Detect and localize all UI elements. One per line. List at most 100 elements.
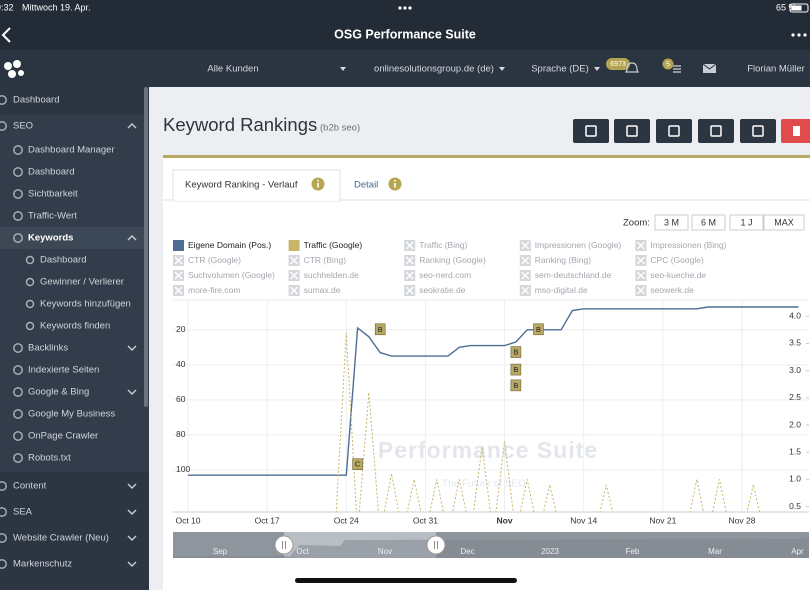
caret bbox=[594, 67, 600, 71]
legend-cross bbox=[290, 271, 299, 280]
legend-cross bbox=[521, 241, 530, 250]
legend-label[interactable]: Impressionen (Bing) bbox=[650, 240, 726, 250]
zoom-button-label[interactable]: 1 J bbox=[740, 217, 752, 227]
legend-label[interactable]: CTR (Bing) bbox=[304, 255, 347, 265]
battery-level bbox=[791, 5, 802, 11]
menu-item[interactable]: Gewinner / Verlierer bbox=[40, 277, 124, 288]
menu-item[interactable]: Keywords hinzufügen bbox=[40, 299, 131, 310]
project-select[interactable]: onlinesolutionsgroup.de (de) bbox=[374, 64, 494, 75]
menu-item[interactable]: Dashboard bbox=[28, 167, 74, 178]
logo bbox=[4, 60, 24, 78]
menu-item[interactable]: Dashboard Manager bbox=[28, 145, 115, 156]
legend-cross bbox=[636, 286, 645, 295]
user-menu[interactable]: Florian Müller bbox=[747, 64, 805, 75]
menu-item[interactable]: Dashboard bbox=[40, 255, 86, 266]
customer-select[interactable]: Alle Kunden bbox=[207, 64, 258, 75]
tasks-icon[interactable] bbox=[673, 65, 681, 73]
menu-item[interactable]: Robots.txt bbox=[28, 453, 71, 464]
legend-label[interactable]: Traffic (Google) bbox=[304, 240, 363, 250]
x-tick-label: Nov 28 bbox=[729, 515, 756, 525]
legend-label[interactable]: more-fire.com bbox=[188, 285, 240, 295]
toolbar-icon bbox=[710, 125, 722, 137]
bell-icon[interactable] bbox=[625, 62, 639, 73]
menu-icon bbox=[25, 299, 35, 309]
zoom-button-label[interactable]: 3 M bbox=[664, 217, 679, 227]
x-tick-label: Nov 21 bbox=[649, 515, 676, 525]
menu-item[interactable]: Dashboard bbox=[13, 95, 59, 106]
annotation-label: B bbox=[513, 348, 518, 357]
sidebar-menu: Dashboard SEO Dashboard Manager Dashboard Si… bbox=[0, 95, 144, 570]
legend-swatch[interactable] bbox=[173, 240, 184, 251]
menu-item[interactable]: Backlinks bbox=[28, 343, 68, 354]
back-button[interactable] bbox=[1, 27, 11, 43]
toolbar-button[interactable] bbox=[698, 119, 734, 143]
tab-label[interactable]: Keyword Ranking - Verlauf bbox=[185, 180, 298, 191]
zoom-button[interactable] bbox=[729, 214, 764, 231]
legend-label[interactable]: seo-nerd.com bbox=[419, 270, 471, 280]
toolbar-button[interactable] bbox=[614, 119, 650, 143]
menu-item[interactable]: Content bbox=[13, 481, 47, 492]
legend-cross bbox=[636, 256, 645, 265]
annotation-flag bbox=[533, 323, 544, 336]
legend-label[interactable]: seo-kueche.de bbox=[650, 270, 706, 280]
toolbar-icon bbox=[668, 125, 680, 137]
legend-label[interactable]: sumax.de bbox=[304, 285, 341, 295]
info-glyph bbox=[317, 179, 319, 182]
zoom-button[interactable] bbox=[763, 214, 805, 231]
legend-label[interactable]: seokratie.de bbox=[419, 285, 466, 295]
status-date: Mittwoch 19. Apr. bbox=[22, 2, 91, 12]
active-row bbox=[0, 227, 144, 249]
legend-label[interactable]: Ranking (Bing) bbox=[535, 255, 591, 265]
legend-label[interactable]: Eigene Domain (Pos.) bbox=[188, 240, 271, 250]
navigator-handle[interactable] bbox=[426, 535, 446, 555]
legend-label[interactable]: sem-deutschland.de bbox=[535, 270, 612, 280]
legend-cross bbox=[521, 286, 530, 295]
toolbar-button[interactable] bbox=[573, 119, 609, 143]
legend-cross bbox=[174, 271, 183, 280]
home-indicator bbox=[295, 578, 517, 583]
menu-item[interactable]: Google & Bing bbox=[28, 387, 89, 398]
expand-caret bbox=[127, 123, 137, 129]
legend-label[interactable]: Suchvolumen (Google) bbox=[188, 270, 275, 280]
navigator-label: Oct bbox=[296, 547, 309, 556]
zoom-button[interactable] bbox=[654, 214, 689, 231]
menu-item[interactable]: Sichtbarkeit bbox=[28, 189, 78, 200]
zoom-button-label[interactable]: 6 M bbox=[701, 217, 716, 227]
legend-label[interactable]: seowerk.de bbox=[650, 285, 694, 295]
legend-label[interactable]: mso-digital.de bbox=[535, 285, 588, 295]
menu-item[interactable]: SEA bbox=[13, 507, 33, 518]
sidebar-scrollbar bbox=[144, 87, 148, 407]
legend-label[interactable]: Impressionen (Google) bbox=[535, 240, 622, 250]
x-tick-label: Oct 31 bbox=[413, 515, 438, 525]
zoom-button-label[interactable]: MAX bbox=[774, 217, 794, 227]
navigator-handle[interactable] bbox=[274, 535, 294, 555]
menu-item[interactable]: SEO bbox=[13, 121, 33, 132]
legend-label[interactable]: Ranking (Google) bbox=[419, 255, 486, 265]
language-select[interactable]: Sprache (DE) bbox=[531, 64, 589, 75]
expand-caret bbox=[127, 535, 137, 541]
tab-label[interactable]: Detail bbox=[354, 180, 378, 191]
menu-item[interactable]: Indexierte Seiten bbox=[28, 365, 99, 376]
legend-label[interactable]: CTR (Google) bbox=[188, 255, 241, 265]
zoom-button[interactable] bbox=[691, 214, 726, 231]
y-tick-label: 20 bbox=[176, 324, 186, 334]
menu-item[interactable]: Google My Business bbox=[28, 409, 115, 420]
legend-label[interactable]: CPC (Google) bbox=[650, 255, 704, 265]
menu-item[interactable]: OnPage Crawler bbox=[28, 431, 98, 442]
menu-item[interactable]: Traffic-Wert bbox=[28, 211, 77, 222]
more-button[interactable] bbox=[791, 33, 807, 37]
menu-item[interactable]: Keywords finden bbox=[40, 321, 110, 332]
menu-item[interactable]: Website Crawler (Neu) bbox=[13, 533, 109, 544]
toolbar-button[interactable] bbox=[656, 119, 692, 143]
menu-item[interactable]: Markenschutz bbox=[13, 559, 72, 570]
plot-area bbox=[188, 306, 799, 512]
toolbar-button[interactable] bbox=[740, 119, 776, 143]
legend-cross bbox=[636, 241, 645, 250]
menu-item[interactable]: Keywords bbox=[28, 233, 73, 244]
legend-swatch[interactable] bbox=[288, 240, 300, 251]
annotation-label: C bbox=[355, 460, 361, 469]
menu-icon bbox=[13, 167, 23, 177]
legend-label[interactable]: suchhelden.de bbox=[304, 270, 360, 280]
menu-icon bbox=[25, 277, 35, 287]
legend-label[interactable]: Traffic (Bing) bbox=[419, 240, 467, 250]
